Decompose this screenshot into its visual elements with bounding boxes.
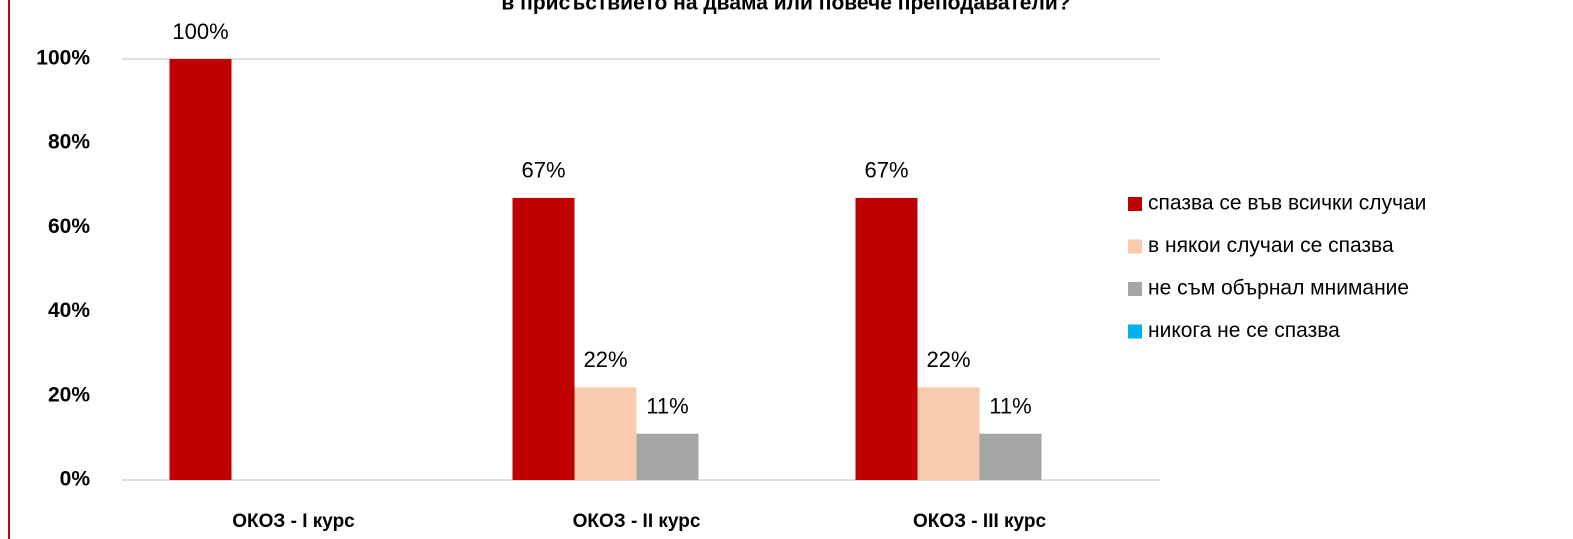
bar	[574, 387, 637, 480]
data-label: 22%	[583, 347, 627, 372]
legend-label: в някои случаи се спазва	[1148, 234, 1394, 257]
legend-label: никога не се спазва	[1148, 319, 1340, 342]
data-label: 100%	[172, 19, 228, 44]
legend-swatch	[1128, 239, 1142, 254]
y-tick-label: 20%	[48, 383, 90, 406]
bar	[979, 433, 1042, 480]
data-label: 11%	[989, 394, 1031, 419]
bar	[169, 59, 232, 480]
legend-label: не съм обърнал мнимание	[1148, 277, 1409, 300]
data-label: 22%	[926, 347, 970, 372]
data-label: 67%	[521, 158, 565, 183]
y-tick-label: 0%	[60, 468, 91, 491]
x-tick-label: ОКОЗ - I курс	[232, 511, 355, 532]
y-tick-label: 40%	[48, 299, 90, 322]
data-label: 67%	[864, 158, 908, 183]
legend-swatch	[1128, 282, 1142, 296]
legend-swatch	[1128, 197, 1142, 211]
bar	[512, 197, 575, 480]
y-tick-label: 80%	[48, 131, 90, 154]
y-tick-label: 100%	[36, 47, 90, 70]
legend-label: спазва се във всички случаи	[1148, 192, 1426, 215]
legend-swatch	[1128, 324, 1142, 339]
chart-title: в присъствието на двама или повече препо…	[501, 0, 1070, 15]
x-tick-label: ОКОЗ - III курс	[913, 511, 1046, 532]
bar	[855, 197, 918, 480]
x-tick-label: ОКОЗ - II курс	[573, 511, 701, 532]
data-label: 11%	[646, 394, 688, 419]
y-tick-label: 60%	[48, 215, 90, 238]
bar	[636, 433, 699, 480]
bar	[917, 387, 980, 480]
